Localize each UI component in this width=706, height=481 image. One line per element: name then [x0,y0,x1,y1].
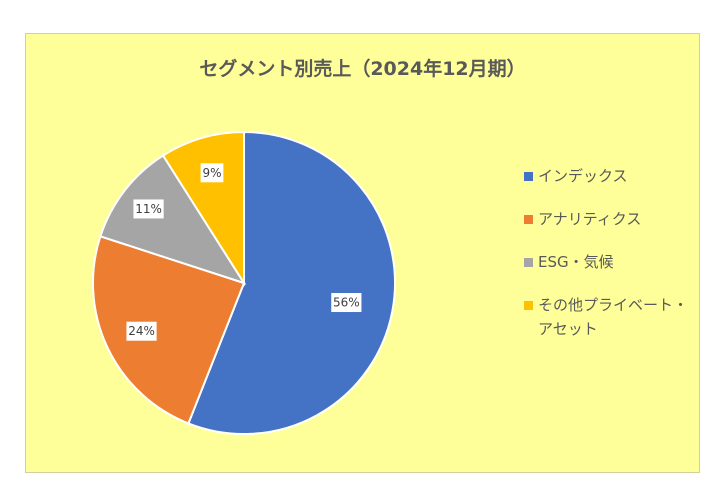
pie-slice [187,130,396,435]
legend: インデックス アナリティクス ESG・気候 その他プライベート・アセット [522,164,697,360]
pie-chart: 56% 24% 11% 9% [92,130,396,435]
data-label: 56% [331,293,362,313]
legend-item-analytics: アナリティクス [522,207,697,231]
chart-area: セグメント別売上（2024年12月期） 56% 24% 11% 9% インデックス ア… [25,33,700,473]
data-label-box [200,163,224,183]
data-label-box [331,293,362,313]
legend-item-other-private-assets: その他プライベート・アセット [522,293,697,341]
pie-slice [161,130,245,287]
legend-label: アナリティクス [538,210,642,228]
legend-swatch [524,172,533,181]
legend-item-index: インデックス [522,164,697,188]
data-label-text: 9% [202,166,221,180]
legend-label: インデックス [538,167,628,185]
legend-swatch [524,215,533,224]
data-label: 11% [133,199,164,219]
data-label-box [133,199,164,219]
legend-item-esg-climate: ESG・気候 [522,250,697,274]
legend-label: その他プライベート・アセット [538,296,689,338]
data-label: 9% [200,163,224,183]
legend-label: ESG・気候 [538,253,614,271]
data-label-text: 11% [135,202,162,216]
data-label-text: 56% [333,296,360,310]
legend-swatch [524,301,533,310]
data-label-box [126,321,157,341]
chart-title: セグメント別売上（2024年12月期） [199,58,526,80]
pie-slice [92,235,246,425]
legend-swatch [524,258,533,267]
data-label-text: 24% [128,324,155,338]
data-label: 24% [126,321,157,341]
pie-slice [99,154,247,285]
